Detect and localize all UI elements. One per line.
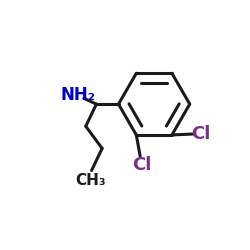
Text: Cl: Cl [191,125,210,143]
Text: NH₂: NH₂ [60,86,96,104]
Text: CH₃: CH₃ [75,173,106,188]
Text: Cl: Cl [132,156,152,174]
